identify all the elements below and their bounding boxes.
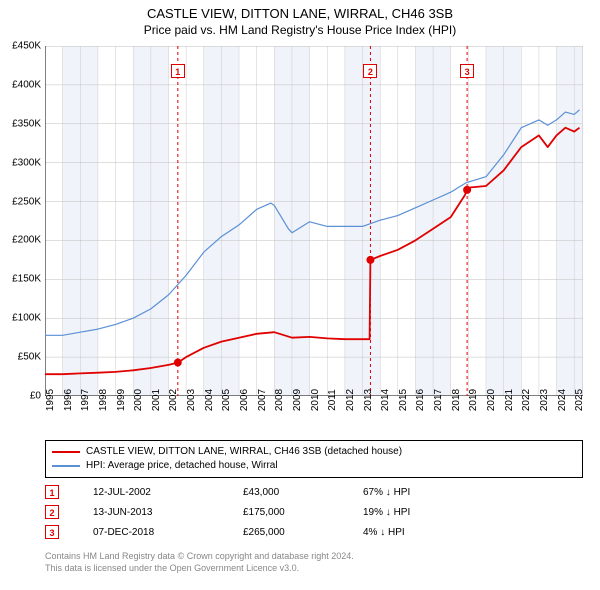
x-axis-label: 2006 — [239, 389, 250, 411]
x-axis-label: 2017 — [433, 389, 444, 411]
legend-swatch — [52, 465, 80, 467]
x-axis-label: 2025 — [574, 389, 585, 411]
x-axis-label: 2012 — [345, 389, 356, 411]
x-axis-label: 1997 — [80, 389, 91, 411]
x-axis-label: 2010 — [310, 389, 321, 411]
x-axis-label: 2022 — [521, 389, 532, 411]
y-axis-label: £200K — [12, 235, 41, 246]
event-diff: 67% ↓ HPI — [363, 487, 410, 498]
event-price: £43,000 — [243, 487, 363, 498]
event-price: £175,000 — [243, 507, 363, 518]
x-axis-label: 2021 — [504, 389, 515, 411]
x-axis-label: 1998 — [98, 389, 109, 411]
event-diff: 19% ↓ HPI — [363, 507, 410, 518]
footer-line: Contains HM Land Registry data © Crown c… — [45, 550, 583, 562]
x-axis-label: 2015 — [398, 389, 409, 411]
legend-swatch — [52, 451, 80, 453]
event-date: 13-JUN-2013 — [93, 507, 243, 518]
x-axis-label: 2002 — [168, 389, 179, 411]
x-axis-label: 2024 — [557, 389, 568, 411]
legend: CASTLE VIEW, DITTON LANE, WIRRAL, CH46 3… — [45, 440, 583, 478]
y-axis-label: £450K — [12, 41, 41, 52]
y-axis-label: £350K — [12, 118, 41, 129]
event-marker-box: 3 — [460, 64, 474, 78]
y-axis-label: £400K — [12, 79, 41, 90]
chart-area: £0£50K£100K£150K£200K£250K£300K£350K£400… — [45, 46, 583, 396]
x-axis-label: 2011 — [327, 389, 338, 411]
x-axis-label: 2003 — [186, 389, 197, 411]
legend-row: HPI: Average price, detached house, Wirr… — [52, 459, 576, 473]
event-row: 1 12-JUL-2002£43,00067% ↓ HPI — [45, 482, 583, 502]
x-axis-label: 2000 — [133, 389, 144, 411]
chart-subtitle: Price paid vs. HM Land Registry's House … — [0, 23, 600, 37]
chart-title: CASTLE VIEW, DITTON LANE, WIRRAL, CH46 3… — [0, 6, 600, 21]
x-axis-label: 2001 — [151, 389, 162, 411]
x-axis-label: 2007 — [257, 389, 268, 411]
x-axis-label: 2016 — [415, 389, 426, 411]
y-axis-label: £250K — [12, 196, 41, 207]
y-axis-label: £0 — [30, 391, 41, 402]
event-row: 3 07-DEC-2018£265,0004% ↓ HPI — [45, 522, 583, 542]
event-row: 2 13-JUN-2013£175,00019% ↓ HPI — [45, 502, 583, 522]
footer: Contains HM Land Registry data © Crown c… — [45, 550, 583, 574]
y-axis-label: £300K — [12, 157, 41, 168]
x-axis-label: 1999 — [116, 389, 127, 411]
event-diff: 4% ↓ HPI — [363, 527, 405, 538]
x-axis-label: 2009 — [292, 389, 303, 411]
event-date: 07-DEC-2018 — [93, 527, 243, 538]
x-axis-label: 2018 — [451, 389, 462, 411]
event-marker-box: 2 — [363, 64, 377, 78]
legend-row: CASTLE VIEW, DITTON LANE, WIRRAL, CH46 3… — [52, 445, 576, 459]
event-num: 2 — [45, 505, 59, 519]
chart-container: CASTLE VIEW, DITTON LANE, WIRRAL, CH46 3… — [0, 0, 600, 590]
footer-line: This data is licensed under the Open Gov… — [45, 562, 583, 574]
title-block: CASTLE VIEW, DITTON LANE, WIRRAL, CH46 3… — [0, 0, 600, 39]
y-axis-label: £100K — [12, 313, 41, 324]
legend-label: CASTLE VIEW, DITTON LANE, WIRRAL, CH46 3… — [86, 445, 402, 459]
x-axis-label: 2013 — [363, 389, 374, 411]
y-axis-label: £50K — [18, 352, 41, 363]
x-axis-label: 2004 — [204, 389, 215, 411]
event-marker-box: 1 — [171, 64, 185, 78]
event-num: 1 — [45, 485, 59, 499]
x-axis-label: 1996 — [63, 389, 74, 411]
event-price: £265,000 — [243, 527, 363, 538]
chart-svg — [45, 46, 583, 396]
x-axis-label: 2020 — [486, 389, 497, 411]
event-num: 3 — [45, 525, 59, 539]
y-axis-label: £150K — [12, 274, 41, 285]
x-axis-label: 2019 — [468, 389, 479, 411]
x-axis-label: 1995 — [45, 389, 56, 411]
legend-label: HPI: Average price, detached house, Wirr… — [86, 459, 278, 473]
x-axis-label: 2008 — [274, 389, 285, 411]
x-axis-label: 2014 — [380, 389, 391, 411]
event-date: 12-JUL-2002 — [93, 487, 243, 498]
x-axis-label: 2005 — [221, 389, 232, 411]
x-axis-label: 2023 — [539, 389, 550, 411]
events-table: 1 12-JUL-2002£43,00067% ↓ HPI 2 13-JUN-2013… — [45, 482, 583, 542]
